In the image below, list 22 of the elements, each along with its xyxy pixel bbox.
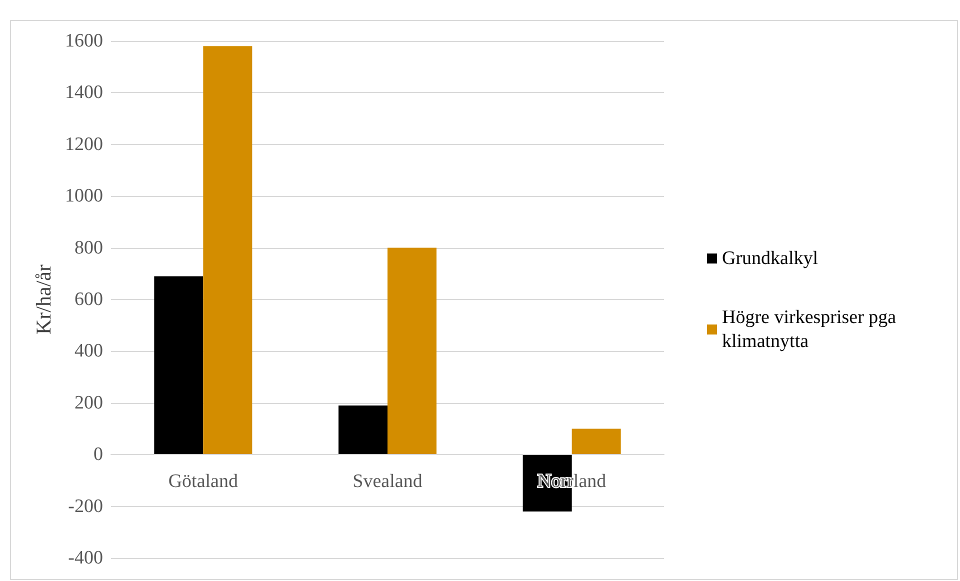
y-tick-label: 400 — [74, 340, 103, 362]
legend-label: Högre virkespriser pga klimatnytta — [722, 307, 901, 352]
y-tick-label: 800 — [74, 237, 103, 258]
y-tick-label: -200 — [68, 496, 103, 517]
bar — [203, 46, 252, 455]
x-tick-label: Götaland — [168, 471, 238, 492]
y-tick-label: 1600 — [65, 30, 103, 52]
x-tick-label: Norrland — [538, 471, 607, 492]
bar — [338, 405, 388, 455]
y-axis-title: Kr/ha/år — [32, 264, 56, 334]
y-tick-label: 1400 — [65, 82, 103, 104]
y-tick-label: 200 — [74, 392, 103, 414]
y-tick-label: -400 — [68, 548, 103, 568]
legend-label: Grundkalkyl — [722, 248, 818, 269]
bar — [572, 428, 621, 455]
y-tick-label: 600 — [74, 289, 103, 310]
y-tick-label: 0 — [94, 444, 103, 466]
x-tick-label: Svealand — [352, 471, 423, 492]
bar — [388, 248, 436, 455]
bar — [154, 276, 204, 455]
y-tick-label: 1200 — [65, 134, 103, 155]
y-tick-label: 1000 — [65, 186, 103, 207]
